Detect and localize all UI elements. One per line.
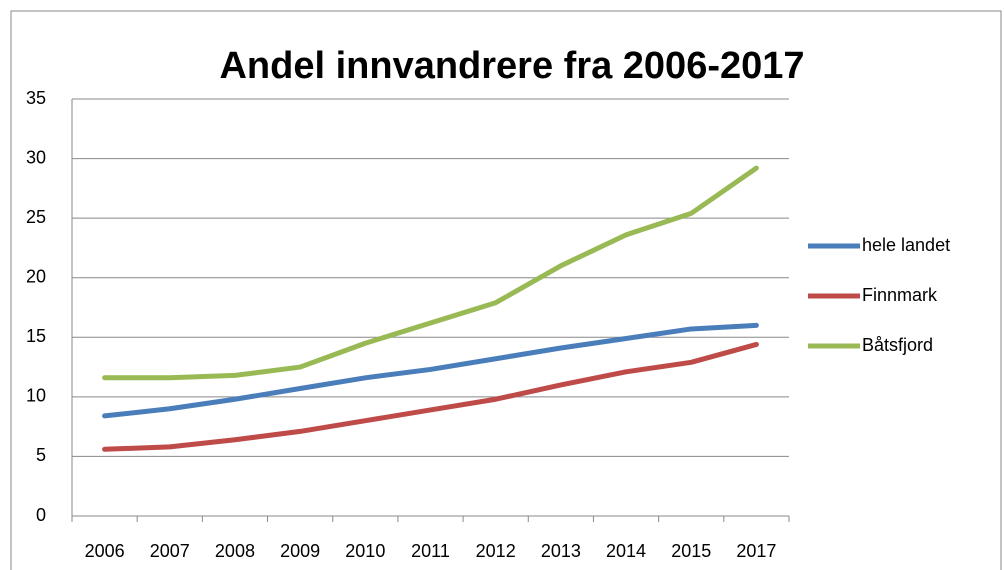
x-tick-label: 2006 [85, 541, 125, 561]
y-tick-label: 5 [36, 445, 46, 465]
x-tick-label: 2012 [476, 541, 516, 561]
chart-title: Andel innvandrere fra 2006-2017 [219, 45, 804, 87]
x-tick-label: 2008 [215, 541, 255, 561]
series-line [102, 341, 759, 452]
x-tick-label: 2007 [150, 541, 190, 561]
y-tick-label: 15 [26, 326, 46, 346]
series-line [102, 165, 759, 381]
series-line [102, 322, 759, 419]
x-tick-label: 2011 [411, 541, 450, 561]
y-tick-label: 30 [26, 147, 46, 167]
x-tick-label: 2010 [345, 541, 385, 561]
chart-frame [10, 10, 1002, 570]
y-tick-label: 20 [26, 266, 46, 286]
x-tick-label: 2009 [280, 541, 320, 561]
x-tick-label: 2017 [736, 541, 776, 561]
x-tick-label: 2015 [671, 541, 711, 561]
y-tick-label: 35 [26, 88, 46, 108]
y-tick-label: 0 [36, 505, 46, 525]
y-tick-label: 10 [26, 386, 46, 406]
x-tick-label: 2013 [541, 541, 581, 561]
y-tick-label: 25 [26, 207, 46, 227]
legend-label: Båtsfjord [862, 335, 933, 355]
legend-label: hele landet [862, 235, 950, 255]
x-tick-label: 2014 [606, 541, 646, 561]
legend-label: Finnmark [862, 285, 938, 305]
